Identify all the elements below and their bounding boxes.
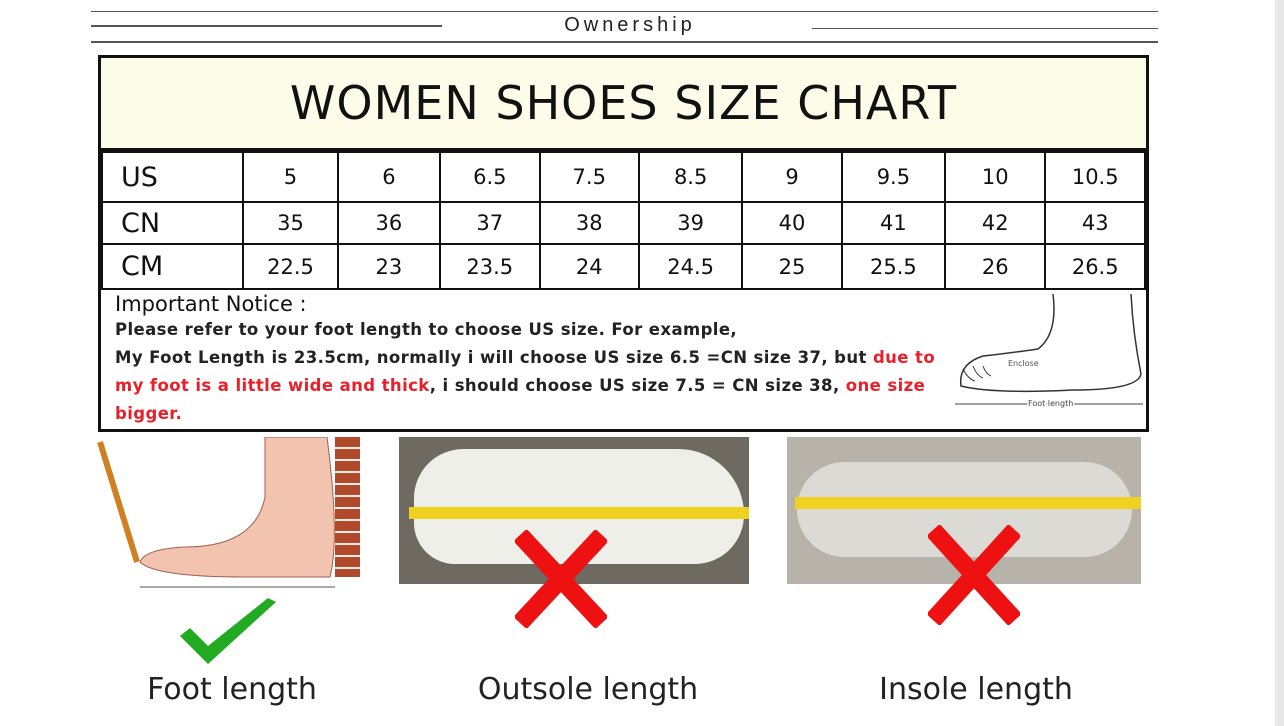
- size-cell: 10.5: [1044, 151, 1146, 203]
- notice-text: Please refer to your foot length to choo…: [115, 320, 936, 423]
- size-cell: 25.5: [840, 243, 947, 290]
- cross-icon: [928, 525, 1020, 625]
- size-chart: WOMEN SHOES SIZE CHART US 5 6 6.5 7.5 8.5 9 9.5…: [98, 55, 1149, 432]
- size-cell: 5: [242, 151, 339, 203]
- size-cell: 40: [741, 201, 843, 245]
- size-row-cn: CN 35 36 37 38 39 40 41 42 43: [100, 201, 1146, 245]
- foot-length-label: Foot length: [147, 672, 317, 707]
- outsole-photo: [399, 437, 749, 584]
- divider: [91, 25, 442, 27]
- notice-heading: Important Notice :: [115, 292, 307, 316]
- row-label: US: [100, 151, 245, 203]
- size-cell: 35: [242, 201, 339, 245]
- section-title: Ownership: [564, 14, 696, 36]
- foot-diagram-icon: Enclose Foot length: [955, 294, 1143, 410]
- size-cell: 23: [336, 243, 442, 290]
- size-cell: 24: [538, 243, 640, 290]
- important-notice: Important Notice : Please refer to your …: [101, 290, 1146, 432]
- chart-title: WOMEN SHOES SIZE CHART: [101, 58, 1146, 151]
- size-cell: 41: [840, 201, 947, 245]
- size-row-us: US 5 6 6.5 7.5 8.5 9 9.5 10 10.5: [100, 151, 1146, 203]
- size-cell: 25: [741, 243, 843, 290]
- outsole-length-label: Outsole length: [477, 672, 699, 707]
- size-cell: 39: [637, 201, 744, 245]
- size-cell: 7.5: [538, 151, 640, 203]
- size-cell: 43: [1044, 201, 1146, 245]
- check-icon: [180, 598, 276, 664]
- size-cell: 10: [944, 151, 1047, 203]
- insole-length-label: Insole length: [879, 672, 1073, 707]
- size-table: US 5 6 6.5 7.5 8.5 9 9.5 10 10.5 CN 35 36 37 38 39 40 41 4…: [100, 151, 1146, 290]
- size-cell: 42: [944, 201, 1047, 245]
- svg-text:Enclose: Enclose: [1008, 359, 1039, 368]
- row-label: CM: [100, 243, 245, 290]
- row-label: CN: [100, 201, 245, 245]
- size-row-cm: CM 22.5 23 23.5 24 24.5 25 25.5 26 26.5: [100, 243, 1146, 290]
- size-cell: 22.5: [242, 243, 339, 290]
- size-cell: 26: [944, 243, 1047, 290]
- svg-text:Foot length: Foot length: [1028, 399, 1073, 408]
- size-cell: 37: [439, 201, 541, 245]
- size-cell: 26.5: [1044, 243, 1146, 290]
- size-cell: 38: [538, 201, 640, 245]
- insole-photo: [787, 437, 1141, 584]
- divider: [91, 11, 1158, 12]
- divider: [812, 28, 1158, 29]
- size-cell: 6.5: [439, 151, 541, 203]
- foot-length-illustration: [95, 437, 365, 592]
- scrollbar[interactable]: [1275, 0, 1284, 726]
- size-cell: 24.5: [637, 243, 744, 290]
- size-cell: 8.5: [637, 151, 744, 203]
- size-cell: 9.5: [840, 151, 947, 203]
- divider: [91, 41, 1158, 43]
- cross-icon: [515, 530, 607, 628]
- size-cell: 36: [336, 201, 442, 245]
- size-cell: 9: [741, 151, 843, 203]
- size-cell: 23.5: [439, 243, 541, 290]
- size-cell: 6: [336, 151, 442, 203]
